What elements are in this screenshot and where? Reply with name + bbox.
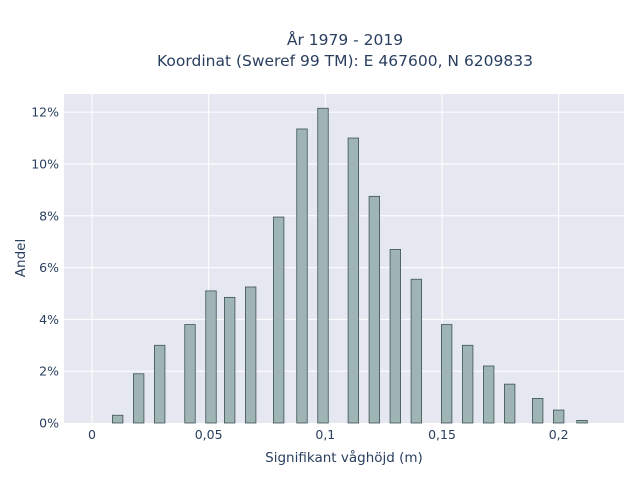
chart-title-line-1: År 1979 - 2019 xyxy=(287,30,403,49)
bar-0 xyxy=(112,414,124,424)
bar-14 xyxy=(441,324,453,424)
bar-4 xyxy=(205,290,217,424)
tick-labels: 0 0,05 0,1 0,15 0,2 0% 2% 4% 6% 8% 10% 12% xyxy=(31,105,568,442)
x-axis-title: Signifikant våghöjd (m) xyxy=(265,449,423,466)
y-tick-label-1: 2% xyxy=(39,364,59,379)
bar-17 xyxy=(504,383,516,424)
chart-title-line-2: Koordinat (Sweref 99 TM): E 467600, N 62… xyxy=(157,52,533,70)
x-tick-label-2: 0,1 xyxy=(315,427,335,442)
bar-10 xyxy=(347,137,359,424)
x-tick-label-4: 0,2 xyxy=(549,427,569,442)
bar-16 xyxy=(483,365,495,424)
bar-2 xyxy=(154,344,166,424)
x-tick-label-0: 0 xyxy=(88,427,96,442)
bar-11 xyxy=(368,195,380,424)
bar-6 xyxy=(245,286,257,424)
y-tick-label-5: 10% xyxy=(31,156,59,171)
bar-19 xyxy=(553,409,565,424)
y-tick-label-2: 4% xyxy=(39,312,59,327)
bar-12 xyxy=(389,249,401,424)
y-tick-label-0: 0% xyxy=(39,416,59,431)
bar-9 xyxy=(317,107,329,424)
plot-area xyxy=(64,94,624,423)
bar-13 xyxy=(410,278,422,424)
bars xyxy=(112,107,588,424)
bar-15 xyxy=(462,344,474,424)
y-axis-title: Andel xyxy=(13,239,29,277)
bar-7 xyxy=(273,216,285,424)
bar-8 xyxy=(296,128,308,424)
bar-1 xyxy=(133,373,145,424)
bar-20 xyxy=(576,420,588,424)
y-tick-label-3: 6% xyxy=(39,260,59,275)
y-tick-label-4: 8% xyxy=(39,208,59,223)
x-tick-label-1: 0,05 xyxy=(195,427,223,442)
y-tick-label-6: 12% xyxy=(31,105,59,120)
bar-3 xyxy=(184,324,196,424)
bar-5 xyxy=(224,296,236,424)
bar-18 xyxy=(532,397,544,424)
x-tick-label-3: 0,15 xyxy=(428,427,456,442)
